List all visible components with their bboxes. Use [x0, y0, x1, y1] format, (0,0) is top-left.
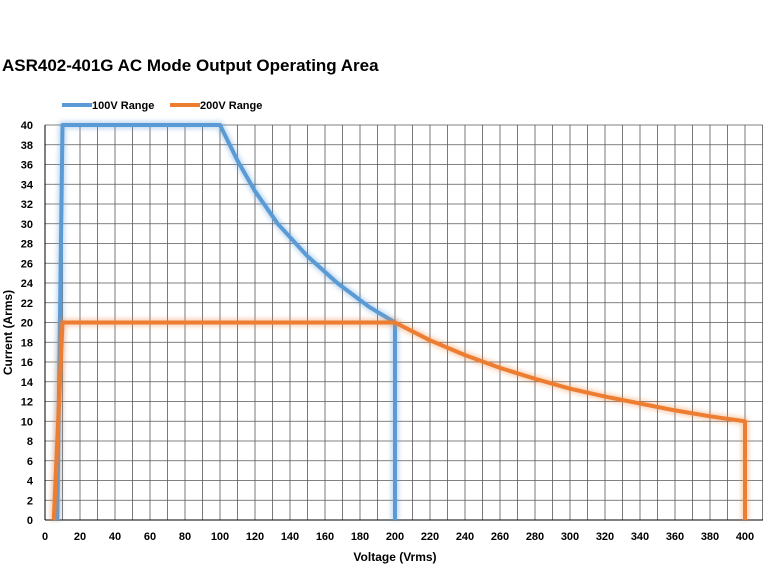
x-tick-label: 280 [526, 531, 544, 543]
x-tick-labels: 0 20 40 60 80 100 120 140 160 180 200 220 240 260 280 3… [42, 531, 754, 543]
y-tick-label: 24 [21, 278, 34, 290]
series-layer [49, 121, 749, 521]
y-tick-label: 22 [21, 298, 33, 310]
y-tick-label: 12 [21, 397, 33, 409]
y-axis-label: Current (Arms) [1, 290, 15, 375]
x-tick-label: 180 [351, 531, 369, 543]
legend: 100V Range 200V Range [62, 100, 262, 112]
x-tick-label: 120 [246, 531, 264, 543]
y-tick-label: 16 [21, 357, 33, 369]
y-tick-label: 26 [21, 258, 33, 270]
series-line-200v-range [51, 320, 747, 521]
x-tick-label: 40 [109, 531, 121, 543]
x-tick-label: 100 [211, 531, 229, 543]
x-tick-label: 320 [596, 531, 614, 543]
y-tick-label: 18 [21, 337, 33, 349]
y-tick-label: 4 [27, 476, 34, 488]
y-tick-label: 34 [21, 179, 34, 191]
x-tick-label: 160 [316, 531, 334, 543]
x-tick-label: 200 [386, 531, 404, 543]
x-tick-label: 360 [666, 531, 684, 543]
x-tick-label: 340 [631, 531, 649, 543]
x-tick-label: 240 [456, 531, 474, 543]
y-tick-label: 2 [27, 495, 33, 507]
chart-title: ASR402-401G AC Mode Output Operating Are… [2, 56, 379, 75]
series-line-100v-range [55, 123, 397, 521]
y-tick-label: 10 [21, 416, 33, 428]
x-tick-label: 260 [491, 531, 509, 543]
y-tick-label: 36 [21, 160, 33, 172]
y-tick-label: 8 [27, 436, 33, 448]
y-tick-label: 14 [21, 377, 34, 389]
y-tick-label: 38 [21, 140, 33, 152]
x-tick-label: 80 [179, 531, 191, 543]
x-tick-label: 60 [144, 531, 156, 543]
legend-label-100v-range: 100V Range [92, 100, 154, 112]
y-tick-label: 40 [21, 120, 33, 132]
x-tick-label: 20 [74, 531, 86, 543]
x-tick-label: 300 [561, 531, 579, 543]
legend-label-200v-range: 200V Range [200, 100, 262, 112]
y-tick-label: 6 [27, 456, 33, 468]
x-tick-label: 0 [42, 531, 48, 543]
y-tick-label: 32 [21, 199, 33, 211]
x-tick-label: 220 [421, 531, 439, 543]
y-tick-label: 30 [21, 219, 33, 231]
x-axis-label: Voltage (Vrms) [353, 550, 436, 564]
x-tick-label: 140 [281, 531, 299, 543]
x-tick-label: 400 [736, 531, 754, 543]
y-tick-label: 0 [27, 515, 33, 527]
axes [44, 125, 763, 521]
y-tick-label: 20 [21, 318, 33, 330]
x-tick-label: 380 [701, 531, 719, 543]
y-tick-label: 28 [21, 239, 33, 251]
